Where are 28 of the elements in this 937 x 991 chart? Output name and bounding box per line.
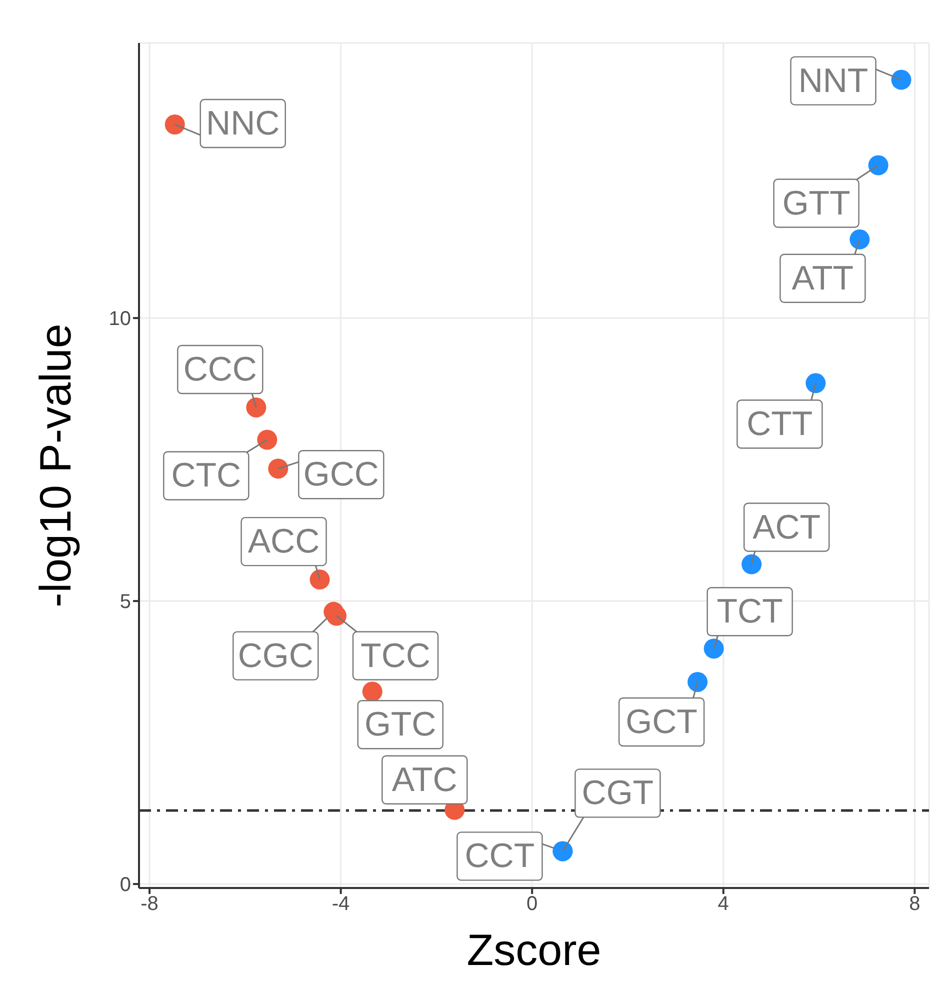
- x-tick-label: -8: [140, 893, 158, 916]
- x-tick-label: 4: [718, 893, 729, 916]
- data-label: CTT: [746, 405, 813, 444]
- data-label: NNC: [206, 104, 280, 142]
- data-label: CGC: [238, 636, 314, 675]
- data-label: ATT: [792, 259, 854, 298]
- data-label: GTT: [782, 184, 850, 222]
- data-label: CGT: [582, 774, 654, 812]
- x-axis-title: Zscore: [466, 926, 602, 975]
- data-label: NNT: [798, 62, 868, 100]
- x-tick-label: 8: [909, 893, 920, 916]
- data-label: GCC: [303, 456, 379, 494]
- data-label: ACT: [752, 508, 821, 546]
- data-label: GCT: [626, 702, 698, 741]
- data-label: ATC: [392, 760, 458, 799]
- data-label: CTC: [171, 456, 242, 495]
- x-tick-label: -4: [332, 893, 350, 916]
- y-tick-label: 0: [120, 874, 131, 896]
- y-axis-title: -log10 P-value: [32, 324, 81, 608]
- data-label: CCT: [464, 837, 535, 876]
- data-label: CCC: [183, 350, 257, 388]
- data-label: TCC: [360, 636, 430, 675]
- data-label: GTC: [364, 706, 436, 744]
- data-label: ACC: [248, 522, 320, 561]
- y-tick-label: 5: [120, 591, 131, 614]
- y-tick-label: 10: [108, 308, 131, 330]
- x-tick-label: 0: [526, 893, 538, 916]
- data-label: TCT: [716, 592, 783, 631]
